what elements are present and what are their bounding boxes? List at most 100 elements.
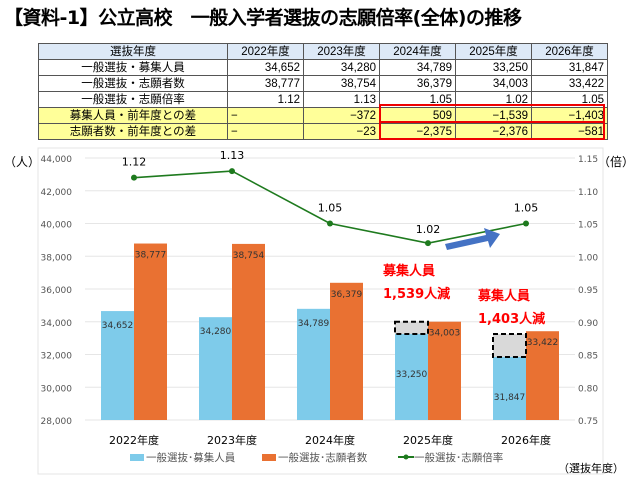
ratio-point	[131, 174, 137, 181]
cell: 1.12	[227, 91, 304, 108]
bar-data-label: 33,250	[396, 370, 428, 380]
cell: 1.05	[379, 91, 456, 108]
bar-data-label: 38,754	[233, 251, 265, 261]
cell: 1.02	[455, 91, 532, 108]
annotation-line2: 1,539人減	[383, 286, 450, 302]
y-right-tick-label: 0.85	[578, 352, 598, 362]
cell: 1.05	[531, 91, 608, 108]
bar-capacity	[395, 334, 428, 420]
ratio-data-label: 1.05	[318, 202, 343, 215]
y-axis-left-label: （人）	[4, 155, 40, 169]
ratio-point	[523, 220, 529, 227]
cell: −372	[303, 107, 380, 124]
upward-arrow-icon	[445, 228, 500, 250]
table-row: 一般選抜・志願倍率 1.12 1.13 1.05 1.02 1.05	[38, 91, 608, 108]
table-header-row: 選抜年度 2022年度 2023年度 2024年度 2025年度 2026年度	[38, 43, 608, 60]
header-cell: 選抜年度	[38, 43, 228, 60]
header-cell: 2025年度	[455, 43, 532, 60]
y-left-tick-label: 44,000	[41, 155, 73, 165]
y-right-tick-label: 1.15	[578, 155, 598, 165]
cell: −2,376	[455, 123, 532, 140]
header-cell: 2026年度	[531, 43, 608, 60]
x-axis-label: （選抜年度）	[558, 461, 624, 475]
ratio-data-label: 1.12	[122, 156, 147, 169]
ratio-data-label: 1.05	[514, 202, 539, 215]
reduction-box	[492, 333, 527, 359]
header-cell: 2022年度	[227, 43, 304, 60]
bar-applicants	[526, 331, 559, 420]
bar-applicants	[134, 243, 167, 420]
cell: 38,754	[303, 75, 380, 92]
annotation-line1: 募集人員	[382, 263, 435, 279]
cell: 33,250	[455, 59, 532, 76]
bar-capacity	[493, 357, 526, 420]
header-cell: 2024年度	[379, 43, 456, 60]
annotation-line1: 募集人員	[477, 288, 530, 304]
y-left-tick-label: 32,000	[41, 352, 73, 362]
bar-capacity	[199, 317, 232, 420]
ratio-point	[327, 220, 333, 227]
ratio-data-label: 1.13	[220, 149, 245, 162]
x-tick-label: 2023年度	[207, 433, 257, 447]
cell: 33,422	[531, 75, 608, 92]
data-table: 選抜年度 2022年度 2023年度 2024年度 2025年度 2026年度 …	[38, 43, 608, 140]
row-label: 一般選抜・募集人員	[38, 59, 228, 76]
bar-data-label: 34,280	[200, 327, 232, 337]
y-right-tick-label: 0.95	[578, 286, 598, 296]
cell: −2,375	[379, 123, 456, 140]
cell: 34,280	[303, 59, 380, 76]
bar-data-label: 34,789	[298, 319, 330, 329]
page-title: 【資料-1】公立高校 一般入学者選抜の志願倍率(全体)の推移	[4, 7, 522, 29]
legend-swatch	[130, 454, 144, 461]
header-cell: 2023年度	[303, 43, 380, 60]
bar-applicants	[330, 282, 363, 420]
y-right-tick-label: 1.00	[578, 253, 598, 263]
y-right-tick-label: 0.80	[578, 384, 598, 394]
cell: −1,403	[531, 107, 608, 124]
legend-label: 一般選抜･募集人員	[146, 451, 236, 464]
bar-data-label: 31,847	[494, 393, 526, 403]
legend-label: 一般選抜･志願倍率	[414, 451, 503, 464]
cell: 34,003	[455, 75, 532, 92]
ratio-point	[425, 240, 431, 247]
cell: 1.13	[303, 91, 380, 108]
bar-capacity	[297, 308, 330, 420]
y-left-tick-label: 38,000	[41, 253, 73, 263]
x-tick-label: 2022年度	[109, 433, 159, 447]
ratio-point	[229, 168, 235, 175]
cell: −	[227, 107, 304, 124]
y-right-tick-label: 1.10	[578, 188, 598, 198]
legend-marker	[403, 454, 409, 460]
y-left-tick-label: 40,000	[41, 221, 73, 231]
legend-swatch	[262, 454, 276, 461]
y-right-tick-label: 1.05	[578, 221, 598, 231]
bar-applicants	[232, 243, 265, 420]
bar-data-label: 36,379	[331, 290, 363, 300]
cell: 36,379	[379, 75, 456, 92]
x-tick-label: 2025年度	[403, 433, 453, 447]
table-row: 志願者数・前年度との差 − −23 −2,375 −2,376 −581	[38, 123, 608, 140]
y-left-tick-label: 34,000	[41, 319, 73, 329]
cell: 34,789	[379, 59, 456, 76]
bar-data-label: 34,652	[102, 321, 134, 331]
table-row: 一般選抜・募集人員 34,652 34,280 34,789 33,250 31,847	[38, 59, 608, 76]
cell: −1,539	[455, 107, 532, 124]
cell: −581	[531, 123, 608, 140]
y-right-tick-label: 0.75	[578, 417, 598, 427]
x-tick-label: 2026年度	[501, 433, 551, 447]
row-label: 一般選抜・志願倍率	[38, 91, 228, 108]
reduction-box	[394, 320, 429, 336]
bar-data-label: 34,003	[429, 329, 461, 339]
row-label: 一般選抜・志願者数	[38, 75, 228, 92]
table-row: 募集人員・前年度との差 − −372 509 −1,539 −1,403	[38, 107, 608, 124]
y-left-tick-label: 28,000	[41, 417, 73, 427]
legend-label: 一般選抜･志願者数	[278, 451, 368, 464]
ratio-data-label: 1.02	[416, 223, 441, 236]
y-left-tick-label: 36,000	[41, 286, 73, 296]
cell: 34,652	[227, 59, 304, 76]
y-axis-right-label: （倍）	[598, 154, 634, 169]
table-row: 一般選抜・志願者数 38,777 38,754 36,379 34,003 33,422	[38, 75, 608, 92]
y-left-tick-label: 42,000	[41, 188, 73, 198]
cell: −	[227, 123, 304, 140]
